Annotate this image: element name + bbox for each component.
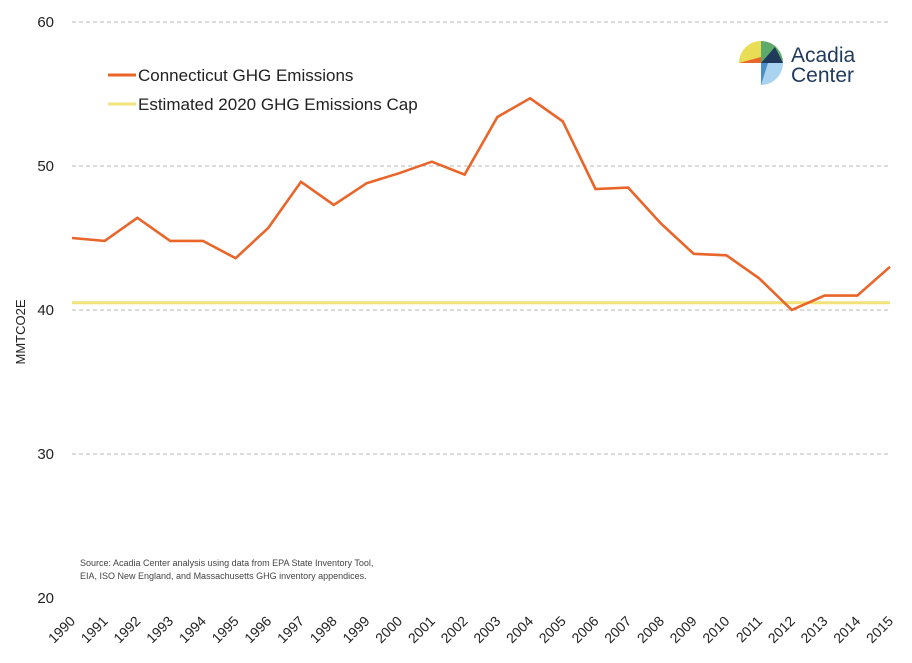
x-tick-label: 2011 bbox=[733, 613, 766, 646]
series-lines bbox=[71, 96, 891, 312]
y-tick-label: 40 bbox=[37, 302, 54, 319]
y-tick-label: 60 bbox=[37, 14, 54, 31]
acadia-center-logo: Acadia Center bbox=[739, 41, 856, 87]
legend-label-cap: Estimated 2020 GHG Emissions Cap bbox=[138, 95, 418, 114]
x-axis-ticks: 1990 1991 1992 1993 1994 1995 1996 1997 1998 1999… bbox=[45, 613, 896, 646]
x-tick-label: 2015 bbox=[863, 613, 896, 646]
legend: Connecticut GHG Emissions Estimated 2020… bbox=[108, 66, 418, 114]
x-tick-label: 2013 bbox=[797, 613, 830, 646]
x-tick-label: 2002 bbox=[437, 613, 470, 646]
source-note-line-2: EIA, ISO New England, and Massachusetts … bbox=[80, 571, 367, 581]
logo-mark-icon bbox=[739, 41, 783, 85]
x-tick-label: 1999 bbox=[339, 613, 372, 646]
x-tick-label: 2000 bbox=[372, 613, 405, 646]
y-axis-ticks: 20 30 40 50 60 bbox=[37, 14, 54, 607]
x-tick-label: 2007 bbox=[601, 613, 634, 646]
x-tick-label: 2006 bbox=[568, 613, 601, 646]
x-tick-label: 1998 bbox=[307, 613, 340, 646]
x-tick-label: 2005 bbox=[536, 613, 569, 646]
legend-label-connecticut: Connecticut GHG Emissions bbox=[138, 66, 353, 85]
source-note: Source: Acadia Center analysis using dat… bbox=[80, 558, 373, 581]
x-tick-label: 2004 bbox=[503, 613, 536, 646]
x-tick-label: 1992 bbox=[110, 613, 143, 646]
x-tick-label: 2009 bbox=[666, 613, 699, 646]
x-tick-label: 1990 bbox=[45, 613, 78, 646]
x-tick-label: 2012 bbox=[765, 613, 798, 646]
x-tick-label: 1995 bbox=[208, 613, 241, 646]
x-tick-label: 2003 bbox=[470, 613, 503, 646]
y-tick-label: 20 bbox=[37, 590, 54, 607]
grid-lines bbox=[72, 21, 890, 455]
x-tick-label: 1996 bbox=[241, 613, 274, 646]
x-tick-label: 1991 bbox=[77, 613, 110, 646]
logo-text-line-1: Acadia bbox=[791, 44, 856, 67]
x-tick-label: 1993 bbox=[143, 613, 176, 646]
x-tick-label: 1994 bbox=[176, 613, 209, 646]
y-axis-label: MMTCO2E bbox=[13, 299, 28, 364]
source-note-line-1: Source: Acadia Center analysis using dat… bbox=[80, 558, 373, 568]
series-line-connecticut bbox=[71, 96, 891, 312]
y-tick-label: 50 bbox=[37, 158, 54, 175]
x-tick-label: 2010 bbox=[699, 613, 732, 646]
x-tick-label: 2008 bbox=[634, 613, 667, 646]
x-tick-label: 2001 bbox=[405, 613, 438, 646]
logo-text-line-2: Center bbox=[791, 64, 854, 87]
y-tick-label: 30 bbox=[37, 446, 54, 463]
x-tick-label: 1997 bbox=[274, 613, 307, 646]
x-tick-label: 2014 bbox=[830, 613, 863, 646]
